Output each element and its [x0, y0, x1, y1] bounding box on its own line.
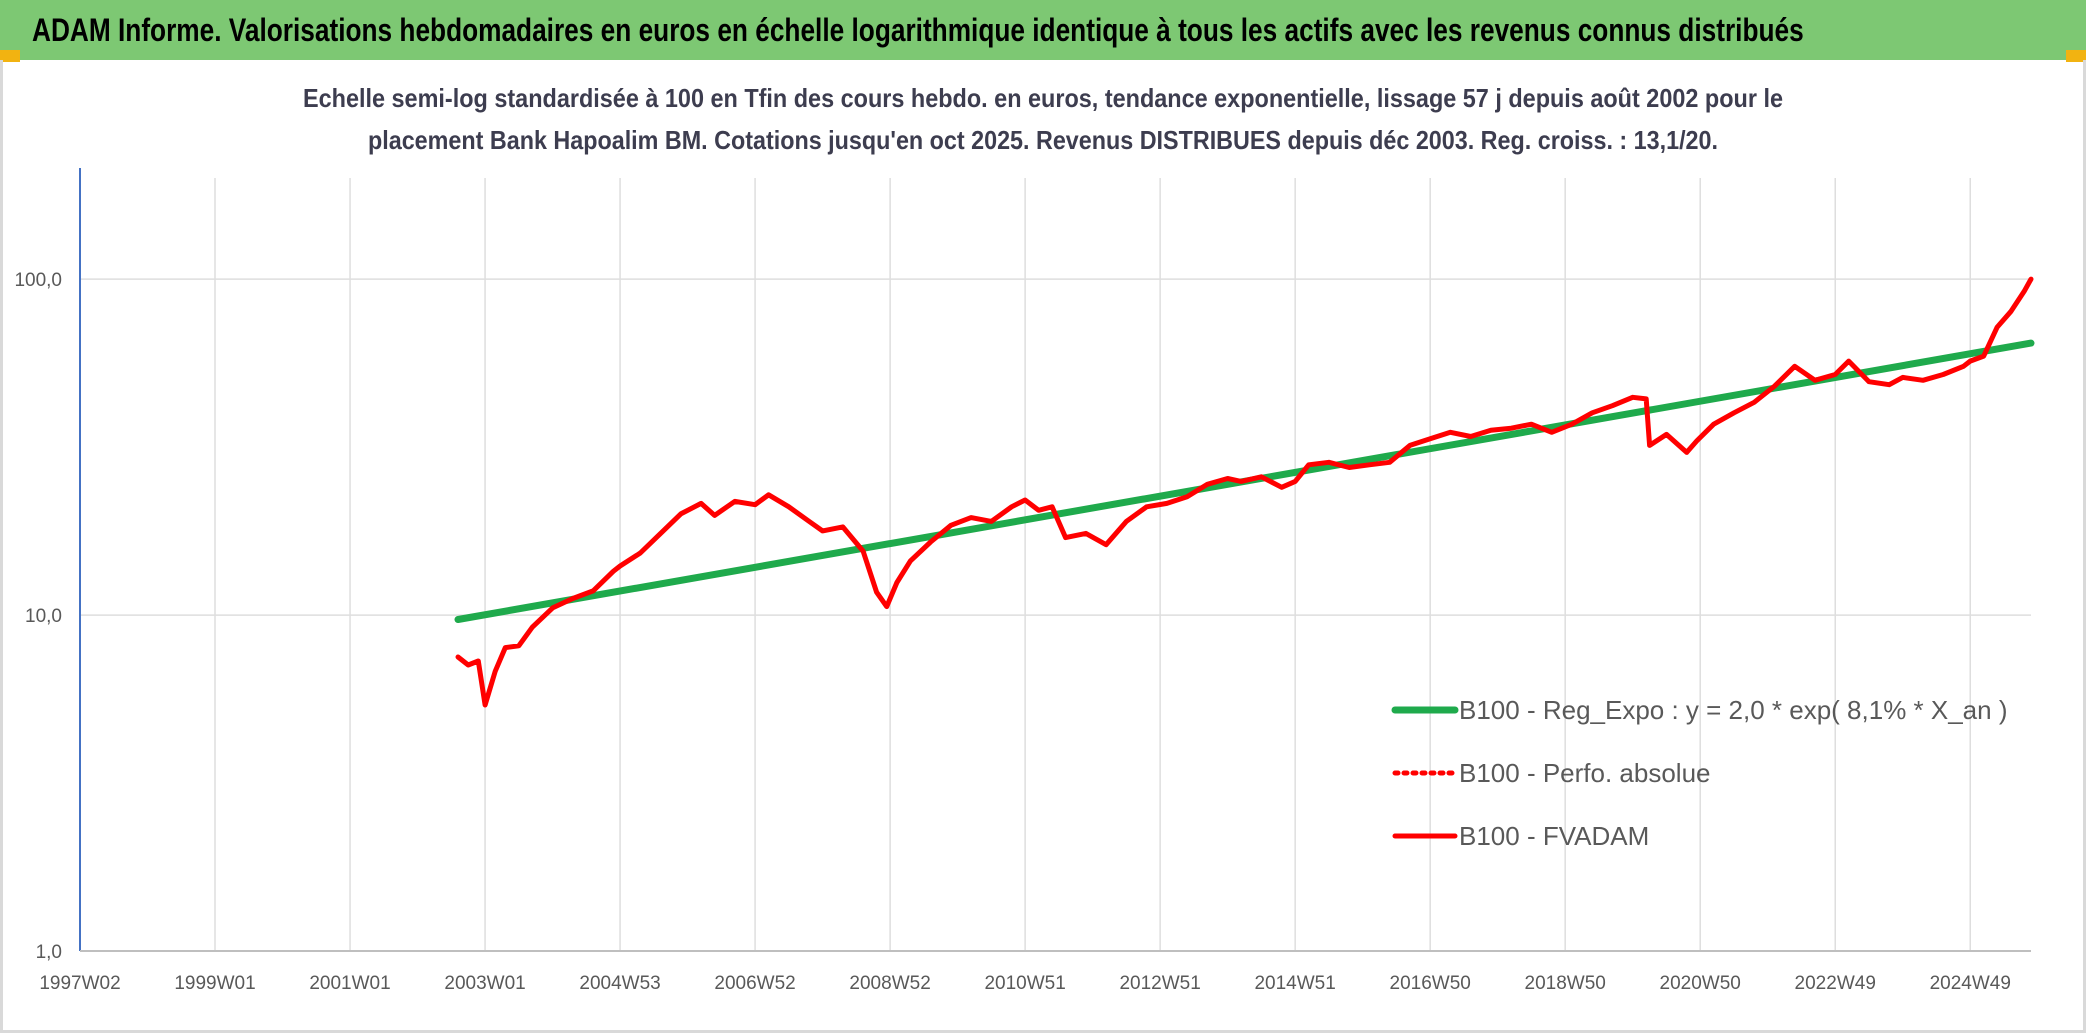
grid [79, 178, 2031, 952]
chart-title-line-1: Echelle semi-log standardisée à 100 en T… [303, 83, 1783, 113]
x-tick-label: 2006W52 [714, 973, 795, 994]
x-tick-label: 2003W01 [444, 973, 525, 994]
series-lines [454, 276, 2035, 708]
x-tick-label: 2014W51 [1254, 973, 1335, 994]
x-tick-label: 2024W49 [1930, 973, 2011, 994]
x-tick-label: 2004W53 [579, 973, 660, 994]
series-line-2 [455, 276, 2034, 708]
x-tick-label: 2010W51 [984, 973, 1065, 994]
legend-label: B100 - Perfo. absolue [1459, 758, 1711, 788]
corner-marker [2066, 50, 2086, 62]
y-tick-label: 10,0 [25, 606, 62, 627]
x-tick-label: 2001W01 [309, 973, 390, 994]
chart-title-line-2: placement Bank Hapoalim BM. Cotations ju… [368, 125, 1718, 155]
legend: B100 - Reg_Expo : y = 2,0 * exp( 8,1% * … [1391, 695, 2008, 851]
axes: 1997W02 1999W01 2001W01 2003W01 2004W53 2006W… [14, 168, 2031, 994]
x-tick-label: 2008W52 [849, 973, 930, 994]
corner-marker [0, 50, 20, 62]
x-tick-label: 2020W50 [1660, 973, 1741, 994]
x-tick-label: 2012W51 [1119, 973, 1200, 994]
legend-label: B100 - FVADAM [1459, 821, 1649, 851]
x-tick-label: 1999W01 [174, 973, 255, 994]
chart: Echelle semi-log standardisée à 100 en T… [14, 83, 2035, 994]
y-tick-label: 1,0 [36, 942, 62, 963]
y-tick-label: 100,0 [14, 270, 62, 291]
chart-frame: Echelle semi-log standardisée à 100 en T… [0, 60, 2086, 1033]
report-title: ADAM Informe. Valorisations hebdomadaire… [32, 11, 1804, 48]
x-tick-label: 1997W02 [39, 973, 120, 994]
report-header: ADAM Informe. Valorisations hebdomadaire… [0, 0, 2086, 60]
x-tick-label: 2022W49 [1795, 973, 1876, 994]
legend-label: B100 - Reg_Expo : y = 2,0 * exp( 8,1% * … [1459, 695, 2008, 725]
x-tick-label: 2018W50 [1525, 973, 1606, 994]
x-tick-label: 2016W50 [1390, 973, 1471, 994]
